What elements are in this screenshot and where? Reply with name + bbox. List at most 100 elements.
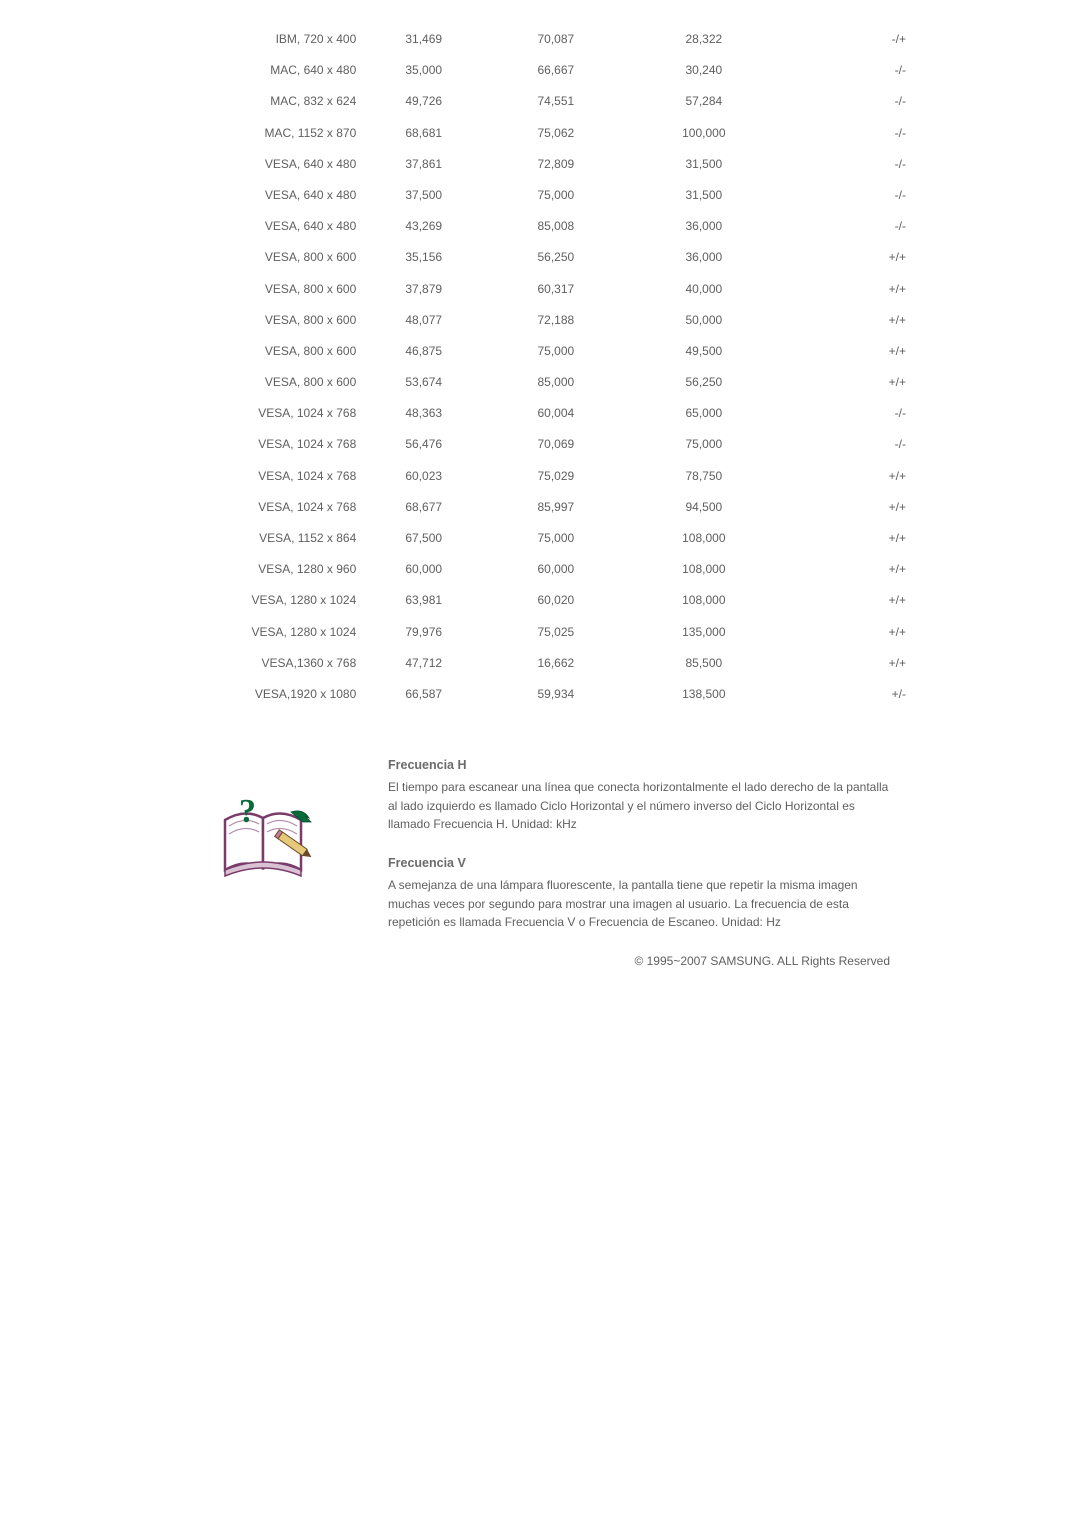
table-row: MAC, 832 x 62449,72674,55157,284-/- (170, 86, 910, 117)
table-cell: 138,500 (625, 679, 784, 710)
table-cell: 72,188 (487, 305, 624, 336)
table-cell: VESA, 1024 x 768 (170, 492, 360, 523)
table-cell: 85,500 (625, 648, 784, 679)
table-cell: MAC, 1152 x 870 (170, 118, 360, 149)
frequency-h-body: El tiempo para escanear una línea que co… (388, 778, 900, 834)
table-cell: 31,500 (625, 180, 784, 211)
table-cell: VESA, 1024 x 768 (170, 398, 360, 429)
table-cell: 94,500 (625, 492, 784, 523)
table-row: VESA, 800 x 60048,07772,18850,000+/+ (170, 305, 910, 336)
frequency-v-body: A semejanza de una lámpara fluorescente,… (388, 876, 900, 932)
table-cell: VESA, 640 x 480 (170, 149, 360, 180)
table-cell: VESA, 800 x 600 (170, 305, 360, 336)
table-row: VESA, 1280 x 102479,97675,025135,000+/+ (170, 617, 910, 648)
table-cell: 16,662 (487, 648, 624, 679)
table-cell: 60,023 (360, 461, 487, 492)
table-row: VESA,1360 x 76847,71216,66285,500+/+ (170, 648, 910, 679)
table-cell: 78,750 (625, 461, 784, 492)
definitions-text-column: Frecuencia H El tiempo para escanear una… (388, 758, 910, 968)
table-cell: 85,997 (487, 492, 624, 523)
table-cell: IBM, 720 x 400 (170, 24, 360, 55)
table-cell: VESA, 800 x 600 (170, 367, 360, 398)
table-cell: -/- (783, 180, 910, 211)
table-cell: -/- (783, 118, 910, 149)
table-cell: 85,008 (487, 211, 624, 242)
table-cell: 135,000 (625, 617, 784, 648)
table-cell: 40,000 (625, 274, 784, 305)
table-cell: 56,250 (487, 242, 624, 273)
table-row: VESA, 640 x 48043,26985,00836,000-/- (170, 211, 910, 242)
table-cell: 36,000 (625, 211, 784, 242)
table-row: VESA, 1152 x 86467,50075,000108,000+/+ (170, 523, 910, 554)
table-cell: 46,875 (360, 336, 487, 367)
table-cell: 37,861 (360, 149, 487, 180)
table-cell: 47,712 (360, 648, 487, 679)
table-row: VESA, 1024 x 76856,47670,06975,000-/- (170, 429, 910, 460)
table-cell: 72,809 (487, 149, 624, 180)
table-cell: -/- (783, 86, 910, 117)
table-cell: 75,029 (487, 461, 624, 492)
table-cell: 36,000 (625, 242, 784, 273)
table-cell: 56,476 (360, 429, 487, 460)
table-cell: 68,677 (360, 492, 487, 523)
table-cell: VESA, 1280 x 1024 (170, 617, 360, 648)
display-modes-table: IBM, 720 x 40031,46970,08728,322-/+ MAC, … (170, 24, 910, 710)
table-row: VESA, 640 x 48037,86172,80931,500-/- (170, 149, 910, 180)
table-cell: 60,317 (487, 274, 624, 305)
table-cell: 37,500 (360, 180, 487, 211)
table-cell: 75,000 (625, 429, 784, 460)
table-cell: 65,000 (625, 398, 784, 429)
copyright-text: © 1995~2007 SAMSUNG. ALL Rights Reserved (388, 954, 900, 968)
table-cell: 60,000 (360, 554, 487, 585)
table-cell: -/- (783, 398, 910, 429)
table-cell: +/+ (783, 554, 910, 585)
table-cell: -/- (783, 55, 910, 86)
table-cell: +/- (783, 679, 910, 710)
table-row: VESA, 1280 x 102463,98160,020108,000+/+ (170, 585, 910, 616)
table-cell: 50,000 (625, 305, 784, 336)
table-cell: 59,934 (487, 679, 624, 710)
table-cell: 75,000 (487, 336, 624, 367)
table-cell: 49,500 (625, 336, 784, 367)
frequency-h-heading: Frecuencia H (388, 758, 900, 772)
table-row: VESA, 1024 x 76860,02375,02978,750+/+ (170, 461, 910, 492)
table-row: IBM, 720 x 40031,46970,08728,322-/+ (170, 24, 910, 55)
table-cell: 100,000 (625, 118, 784, 149)
table-cell: 48,077 (360, 305, 487, 336)
table-cell: 70,087 (487, 24, 624, 55)
table-cell: 108,000 (625, 585, 784, 616)
table-cell: VESA, 1152 x 864 (170, 523, 360, 554)
table-cell: +/+ (783, 648, 910, 679)
table-cell: 60,004 (487, 398, 624, 429)
table-cell: VESA, 1280 x 1024 (170, 585, 360, 616)
table-cell: 66,587 (360, 679, 487, 710)
table-cell: +/+ (783, 274, 910, 305)
table-cell: 108,000 (625, 554, 784, 585)
table-cell: 75,000 (487, 180, 624, 211)
table-cell: -/- (783, 211, 910, 242)
table-cell: 108,000 (625, 523, 784, 554)
table-cell: VESA, 800 x 600 (170, 274, 360, 305)
table-cell: VESA, 640 x 480 (170, 180, 360, 211)
table-cell: VESA, 640 x 480 (170, 211, 360, 242)
svg-text:?: ? (239, 793, 256, 830)
table-cell: 35,156 (360, 242, 487, 273)
table-cell: 53,674 (360, 367, 487, 398)
table-row: VESA,1920 x 108066,58759,934138,500+/- (170, 679, 910, 710)
table-cell: +/+ (783, 242, 910, 273)
table-cell: +/+ (783, 461, 910, 492)
table-cell: -/- (783, 149, 910, 180)
table-cell: 67,500 (360, 523, 487, 554)
table-cell: 60,000 (487, 554, 624, 585)
table-row: VESA, 1280 x 96060,00060,000108,000+/+ (170, 554, 910, 585)
table-cell: 60,020 (487, 585, 624, 616)
table-cell: VESA, 1024 x 768 (170, 429, 360, 460)
table-row: VESA, 800 x 60035,15656,25036,000+/+ (170, 242, 910, 273)
table-cell: 35,000 (360, 55, 487, 86)
table-cell: VESA, 800 x 600 (170, 336, 360, 367)
table-cell: 68,681 (360, 118, 487, 149)
table-cell: 85,000 (487, 367, 624, 398)
definitions-icon-column: ? (170, 758, 360, 889)
table-cell: VESA, 800 x 600 (170, 242, 360, 273)
table-cell: 31,500 (625, 149, 784, 180)
